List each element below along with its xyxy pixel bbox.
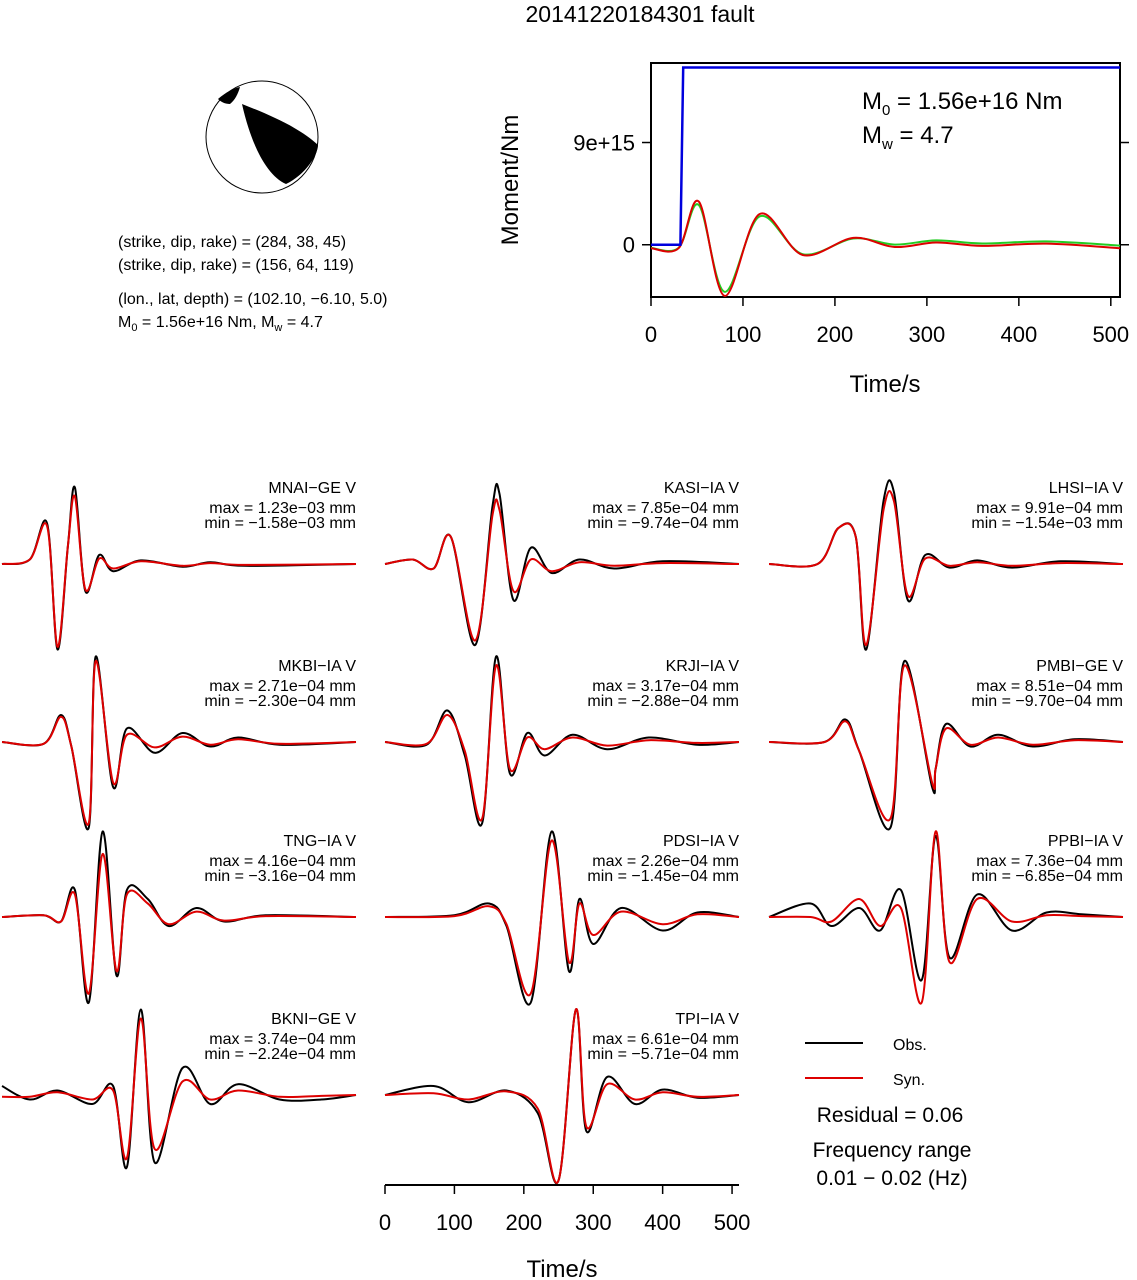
moment-x-tick-label: 200 <box>817 322 854 347</box>
station-max: max = 9.91e−04 mm <box>976 500 1123 517</box>
station-name: KASI−IA V <box>664 480 739 497</box>
station-name: KRJI−IA V <box>666 658 740 675</box>
beachball-icon <box>205 80 319 194</box>
residual-text: Residual = 0.06 <box>817 1104 964 1127</box>
station-max: max = 3.74e−04 mm <box>209 1031 356 1048</box>
mechanism-moment: M0 = 1.56e+16 Nm, Mw = 4.7 <box>118 314 323 334</box>
station-min: min = −1.58e−03 mm <box>204 515 356 532</box>
station-min: min = −9.70e−04 mm <box>971 693 1123 710</box>
moment-y-tick-label: 0 <box>623 233 635 258</box>
legend: Obs. Syn. <box>805 1037 927 1089</box>
moment-x-tick-label: 100 <box>725 322 762 347</box>
station-max: max = 4.16e−04 mm <box>209 853 356 870</box>
moment-ylabel: Moment/Nm <box>497 115 524 246</box>
syn-trace <box>1 659 357 826</box>
moment-rate-green-line <box>650 203 1121 293</box>
mechanism-plane1: (strike, dip, rake) = (284, 38, 45) <box>118 234 346 251</box>
station-name: BKNI−GE V <box>271 1011 356 1028</box>
moment-cumulative-line <box>651 66 1120 246</box>
syn-trace <box>768 664 1124 822</box>
station-max: max = 7.36e−04 mm <box>976 853 1123 870</box>
waveform-x-tick-label: 0 <box>379 1210 391 1235</box>
station-name: PPBI−IA V <box>1048 833 1123 850</box>
syn-trace <box>1 852 357 995</box>
station-name: TPI−IA V <box>675 1011 739 1028</box>
waveform-x-tick-label: 200 <box>505 1210 542 1235</box>
moment-xlabel: Time/s <box>849 371 920 398</box>
mechanism-plane2: (strike, dip, rake) = (156, 64, 119) <box>118 257 354 274</box>
station-max: max = 8.51e−04 mm <box>976 678 1123 695</box>
station-name: TNG−IA V <box>284 833 357 850</box>
station-min: min = −1.45e−04 mm <box>587 868 739 885</box>
moment-y-tick-label: 9e+15 <box>573 131 635 156</box>
syn-trace <box>768 830 1124 1005</box>
syn-trace <box>384 498 740 642</box>
moment-x-tick-label: 0 <box>645 322 657 347</box>
waveform-xlabel: Time/s <box>526 1256 597 1280</box>
waveform-x-tick-label: 500 <box>714 1210 751 1235</box>
station-min: min = −1.54e−03 mm <box>971 515 1123 532</box>
waveform-x-tick-label: 400 <box>644 1210 681 1235</box>
waveform-x-tick-label: 300 <box>575 1210 612 1235</box>
moment-x-tick-label: 300 <box>909 322 946 347</box>
syn-trace <box>384 839 740 997</box>
figure-title: 20141220184301 fault <box>526 1 756 27</box>
syn-trace <box>384 1008 740 1184</box>
station-max: max = 7.85e−04 mm <box>592 500 739 517</box>
station-max: max = 2.71e−04 mm <box>209 678 356 695</box>
station-name: LHSI−IA V <box>1049 480 1124 497</box>
moment-chart-frame <box>650 62 1121 298</box>
waveform-time-axis: 0 100 200 300 400 500 <box>379 1184 751 1235</box>
syn-trace <box>1 494 357 648</box>
station-min: min = −5.71e−04 mm <box>587 1046 739 1063</box>
station-min: min = −2.24e−04 mm <box>204 1046 356 1063</box>
legend-obs-label: Obs. <box>893 1037 927 1054</box>
waveform-x-tick-label: 100 <box>436 1210 473 1235</box>
moment-rate-red-line <box>650 199 1121 297</box>
moment-x-tick-label: 400 <box>1000 322 1037 347</box>
moment-annot-m0: M0 = 1.56e+16 Nm <box>862 88 1062 119</box>
moment-x-ticks: 0 100 200 300 400 500 <box>645 297 1129 347</box>
station-min: min = −6.85e−04 mm <box>971 868 1123 885</box>
mechanism-location: (lon., lat, depth) = (102.10, −6.10, 5.0… <box>118 291 388 308</box>
station-name: PMBI−GE V <box>1036 658 1123 675</box>
station-max: max = 3.17e−04 mm <box>592 678 739 695</box>
moment-x-tick-label: 500 <box>1092 322 1129 347</box>
station-min: min = −2.30e−04 mm <box>204 693 356 710</box>
frequency-title: Frequency range <box>813 1139 972 1162</box>
station-min: min = −2.88e−04 mm <box>587 693 739 710</box>
frequency-range: 0.01 − 0.02 (Hz) <box>816 1167 967 1190</box>
moment-chart: 0 100 200 300 400 500 0 9e+15 M0 = 1.56e+16 Nm… <box>497 62 1129 398</box>
legend-syn-label: Syn. <box>893 1072 925 1089</box>
moment-series <box>650 66 1121 297</box>
syn-trace <box>768 490 1124 647</box>
station-max: max = 1.23e−03 mm <box>209 500 356 517</box>
syn-trace <box>1 1017 357 1161</box>
station-name: PDSI−IA V <box>663 833 739 850</box>
station-name: MNAI−GE V <box>268 480 356 497</box>
station-min: min = −9.74e−04 mm <box>587 515 739 532</box>
station-max: max = 6.61e−04 mm <box>592 1031 739 1048</box>
moment-annot-mw: Mw = 4.7 <box>862 122 954 153</box>
station-name: MKBI−IA V <box>278 658 356 675</box>
syn-trace <box>384 664 740 822</box>
station-min: min = −3.16e−04 mm <box>204 868 356 885</box>
station-max: max = 2.26e−04 mm <box>592 853 739 870</box>
moment-y-ticks: 0 9e+15 <box>573 131 1129 258</box>
